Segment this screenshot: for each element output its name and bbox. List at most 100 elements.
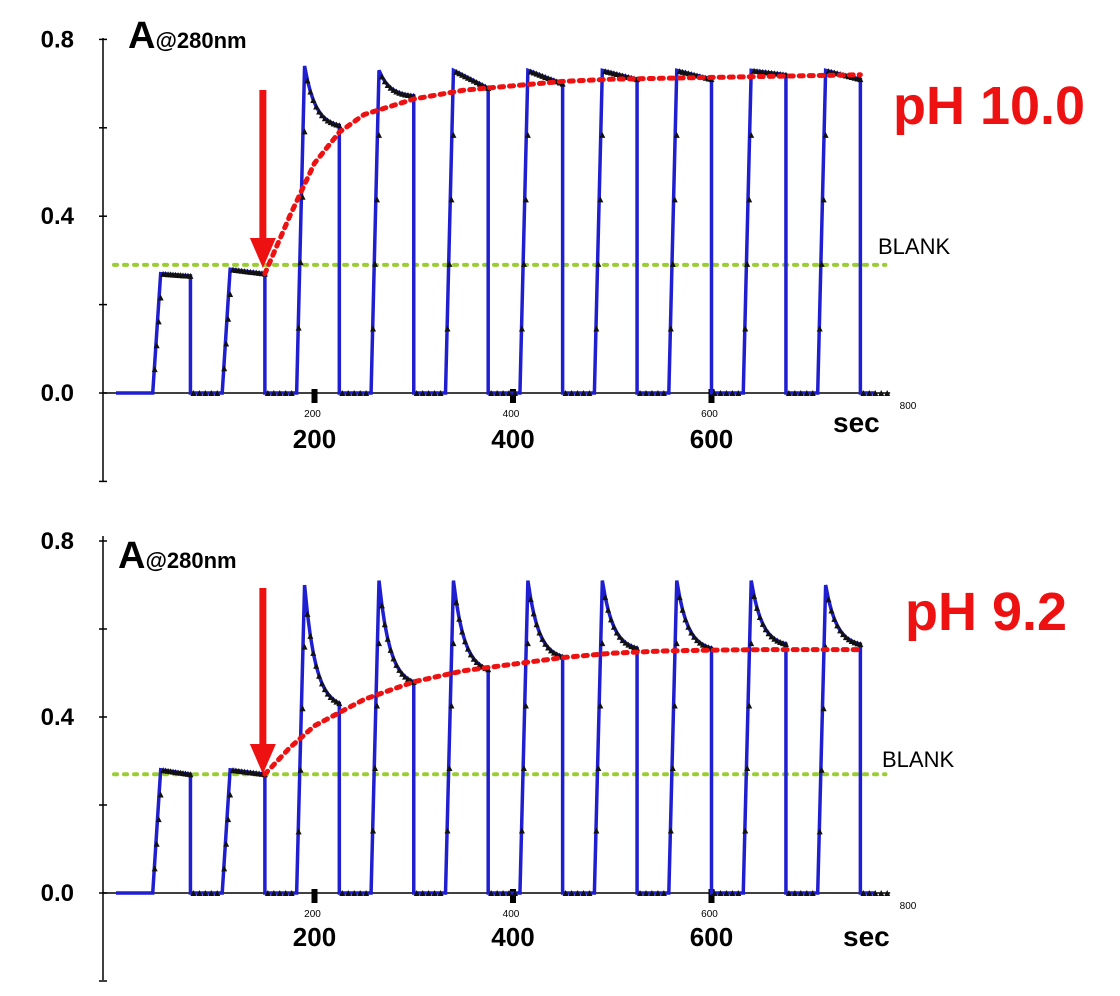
- x-tick-label-small: 600: [701, 909, 718, 920]
- trend-line: [262, 647, 863, 777]
- data-point: [393, 661, 400, 668]
- data-point: [744, 260, 751, 267]
- data-point: [299, 193, 306, 200]
- data-point: [425, 390, 432, 396]
- data-point: [511, 890, 518, 896]
- data-point: [402, 673, 409, 680]
- data-point: [562, 890, 569, 896]
- data-point: [746, 196, 753, 203]
- data-point: [608, 616, 615, 623]
- data-point: [399, 670, 406, 677]
- data-point: [459, 628, 466, 635]
- data-point: [642, 390, 649, 396]
- data-point: [301, 128, 308, 135]
- data-point: [264, 890, 271, 896]
- data-point: [345, 390, 352, 396]
- data-point: [304, 610, 311, 617]
- data-point: [671, 196, 678, 203]
- data-point: [599, 131, 606, 138]
- x-tick-label: 600: [690, 922, 733, 952]
- data-point: [595, 765, 602, 772]
- data-point: [372, 765, 379, 772]
- data-point: [448, 196, 455, 203]
- data-point: [187, 272, 194, 279]
- data-point: [762, 626, 769, 633]
- data-point: [616, 633, 623, 640]
- data-point: [654, 890, 661, 896]
- data-point: [685, 623, 692, 630]
- data-point: [208, 390, 215, 396]
- chart-panel-bottom: 0.8 0.4 0.0 200 400 600 800 200 400 600 sec A@280nm…: [41, 528, 1067, 982]
- data-point: [153, 840, 160, 847]
- y-tick-label: 0.8: [41, 528, 74, 555]
- data-point: [866, 390, 873, 396]
- data-point: [321, 115, 328, 122]
- data-point: [756, 613, 763, 620]
- data-point: [376, 640, 383, 647]
- data-point: [316, 672, 323, 679]
- data-point: [151, 366, 158, 373]
- data-point: [372, 260, 379, 267]
- data-point: [318, 680, 325, 687]
- data-point: [370, 827, 377, 834]
- data-point: [599, 640, 606, 647]
- data-point: [223, 840, 230, 847]
- x-tick-label-small: 200: [304, 409, 321, 420]
- data-point: [667, 325, 674, 332]
- data-point: [324, 117, 331, 124]
- data-point: [307, 88, 314, 95]
- data-point: [782, 640, 789, 647]
- data-point: [295, 828, 302, 835]
- data-point: [446, 765, 453, 772]
- data-point: [548, 647, 555, 654]
- data-point: [518, 325, 525, 332]
- data-point: [476, 661, 483, 668]
- data-point: [157, 791, 164, 798]
- data-point: [327, 694, 334, 701]
- data-point: [597, 196, 604, 203]
- data-point: [155, 816, 162, 823]
- data-point: [696, 639, 703, 646]
- data-point: [610, 623, 617, 630]
- data-point: [313, 103, 320, 110]
- data-point: [785, 390, 792, 396]
- data-point: [425, 890, 432, 896]
- data-point: [840, 631, 847, 638]
- data-point: [527, 596, 534, 603]
- data-point: [282, 390, 289, 396]
- data-point: [336, 700, 343, 707]
- data-point: [448, 702, 455, 709]
- data-point: [673, 640, 680, 647]
- data-point: [673, 131, 680, 138]
- data-point: [580, 390, 587, 396]
- data-point: [295, 324, 302, 331]
- data-point: [593, 827, 600, 834]
- data-point: [301, 643, 308, 650]
- data-point: [562, 390, 569, 396]
- x-tick-label: 200: [293, 424, 336, 454]
- x-axis-unit: sec: [833, 407, 880, 438]
- data-point: [419, 390, 426, 396]
- y-tick-label: 0.8: [41, 26, 74, 53]
- data-point: [822, 131, 829, 138]
- data-point: [682, 616, 689, 623]
- data-point: [288, 890, 295, 896]
- data-point: [828, 607, 835, 614]
- data-point: [413, 890, 420, 896]
- data-point: [381, 78, 388, 85]
- data-point: [190, 390, 197, 396]
- data-point: [676, 594, 683, 601]
- data-point: [671, 702, 678, 709]
- data-point: [539, 635, 546, 642]
- data-point: [276, 890, 283, 896]
- data-point: [857, 641, 864, 648]
- chart-panel-top: 0.8 0.4 0.0 200 400 600 800 200 400 600 sec A@280nm…: [41, 15, 1085, 483]
- data-point: [376, 131, 383, 138]
- data-point: [765, 630, 772, 637]
- data-point: [669, 765, 676, 772]
- data-point: [797, 390, 804, 396]
- data-point: [524, 640, 531, 647]
- data-point: [878, 890, 885, 896]
- data-point: [820, 196, 827, 203]
